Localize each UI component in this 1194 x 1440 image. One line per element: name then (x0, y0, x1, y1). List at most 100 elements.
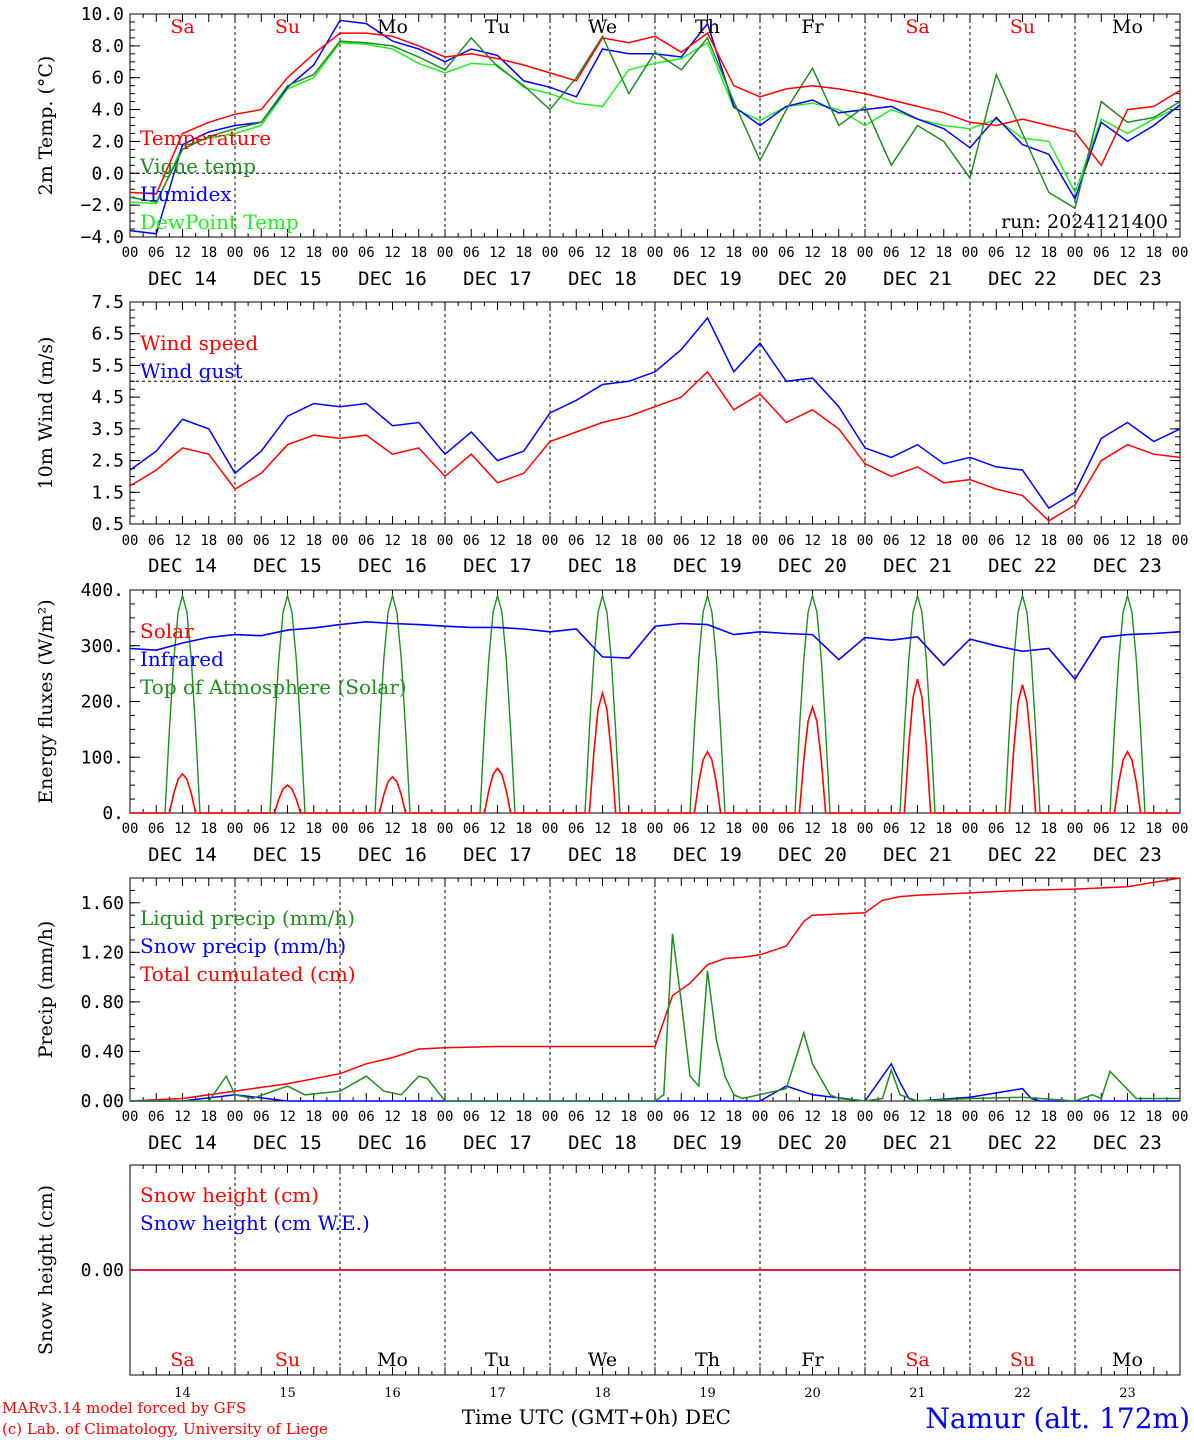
date-label: DEC 15 (253, 268, 322, 290)
y-axis-label: Snow height (cm) (35, 1185, 57, 1355)
hour-label: 18 (830, 821, 847, 837)
hour-label: 12 (489, 821, 506, 837)
hour-label: 18 (830, 1109, 847, 1125)
weekday-label: We (588, 16, 617, 38)
hour-label: 06 (358, 533, 375, 549)
weekday-label: Su (1010, 16, 1035, 38)
panel-snow: 0.00 Snow height (cm) Snow height (cm) Snow… (35, 1164, 1181, 1401)
day-number-label: 21 (909, 1386, 926, 1401)
date-label: DEC 22 (988, 844, 1057, 866)
hour-label: 12 (384, 533, 401, 549)
hour-label: 00 (227, 533, 244, 549)
hour-label: 00 (542, 245, 559, 261)
hour-label: 06 (463, 533, 480, 549)
hour-label: 12 (909, 245, 926, 261)
y-tick-label: 0.80 (81, 992, 124, 1013)
y-tick-label: 1.5 (91, 482, 124, 503)
hour-label: 12 (1014, 245, 1031, 261)
toa-solar-line-day-10 (1075, 592, 1180, 814)
hour-label: 06 (673, 1109, 690, 1125)
hour-label: 18 (830, 533, 847, 549)
hour-label: 18 (830, 245, 847, 261)
hour-label: 00 (332, 245, 349, 261)
y-axis-label: Precip (mm/h) (35, 921, 57, 1059)
hour-label: 12 (594, 533, 611, 549)
hour-label: 06 (883, 245, 900, 261)
hour-label: 18 (410, 533, 427, 549)
hour-label: 06 (883, 821, 900, 837)
hour-label: 12 (1014, 1109, 1031, 1125)
legend-entry: Liquid precip (mm/h) (140, 906, 355, 930)
hour-label: 06 (568, 1109, 585, 1125)
legend-entry: Infrared (140, 647, 224, 671)
date-label: DEC 21 (883, 555, 952, 577)
hour-label: 06 (988, 1109, 1005, 1125)
hour-label: 00 (1172, 533, 1189, 549)
date-label: DEC 16 (358, 844, 427, 866)
date-label: DEC 20 (778, 268, 847, 290)
date-label: DEC 23 (1093, 1132, 1162, 1154)
hour-label: 00 (332, 533, 349, 549)
hour-label: 12 (804, 1109, 821, 1125)
hour-label: 18 (410, 245, 427, 261)
date-label: DEC 17 (463, 844, 532, 866)
hour-label: 00 (752, 245, 769, 261)
weekday-label: Tu (485, 1349, 510, 1371)
date-label: DEC 22 (988, 555, 1057, 577)
day-number-label: 18 (594, 1386, 611, 1401)
toa-solar-line-day-3 (340, 592, 445, 814)
weekday-label: Mo (1112, 16, 1143, 38)
hour-label: 06 (568, 533, 585, 549)
hour-label: 12 (384, 245, 401, 261)
hour-label: 18 (620, 245, 637, 261)
credit-line-2: (c) Lab. of Climatology, University of L… (2, 1420, 328, 1438)
hour-label: 18 (620, 1109, 637, 1125)
toa-solar-line-day-9 (970, 592, 1075, 814)
hour-label: 00 (647, 821, 664, 837)
y-axis-label: 2m Temp. (°C) (35, 56, 57, 196)
hour-label: 12 (804, 245, 821, 261)
y-tick-label: 1.20 (81, 942, 124, 963)
hour-label: 18 (620, 821, 637, 837)
weekday-label: Mo (377, 1349, 408, 1371)
hour-label: 06 (883, 1109, 900, 1125)
station-label: Namur (alt. 172m) (925, 1402, 1190, 1435)
hour-label: 12 (174, 533, 191, 549)
hour-label: 06 (148, 821, 165, 837)
day-number-label: 14 (174, 1386, 191, 1401)
hour-label: 18 (1040, 1109, 1057, 1125)
date-label: DEC 19 (673, 268, 742, 290)
legend-entry: Wind speed (140, 331, 258, 355)
date-label: DEC 21 (883, 1132, 952, 1154)
hour-label: 12 (1119, 1109, 1136, 1125)
hour-label: 06 (463, 1109, 480, 1125)
date-label: DEC 18 (568, 555, 637, 577)
hour-label: 12 (1119, 533, 1136, 549)
hour-label: 12 (1119, 821, 1136, 837)
hour-label: 06 (1093, 821, 1110, 837)
weekday-label: Fr (801, 16, 824, 38)
y-tick-label: 10.0 (81, 4, 124, 25)
hour-label: 00 (437, 1109, 454, 1125)
solar-line-day-7 (760, 704, 865, 814)
hour-label: 06 (358, 245, 375, 261)
hour-label: 12 (174, 821, 191, 837)
y-tick-label: 5.5 (91, 355, 124, 376)
hour-label: 18 (1040, 245, 1057, 261)
solar-line-day-4 (445, 767, 550, 814)
date-label: DEC 20 (778, 1132, 847, 1154)
hour-label: 00 (437, 245, 454, 261)
toa-solar-line-day-6 (655, 592, 760, 814)
toa-solar-line-day-4 (445, 592, 550, 814)
hour-label: 00 (962, 1109, 979, 1125)
weekday-label: Fr (801, 1349, 824, 1371)
hour-label: 18 (620, 533, 637, 549)
hour-label: 12 (909, 533, 926, 549)
weekday-label: Tu (485, 16, 510, 38)
hour-label: 06 (358, 821, 375, 837)
hour-label: 00 (1172, 1109, 1189, 1125)
hour-label: 00 (542, 1109, 559, 1125)
date-label: DEC 14 (148, 1132, 217, 1154)
hour-label: 18 (1145, 821, 1162, 837)
